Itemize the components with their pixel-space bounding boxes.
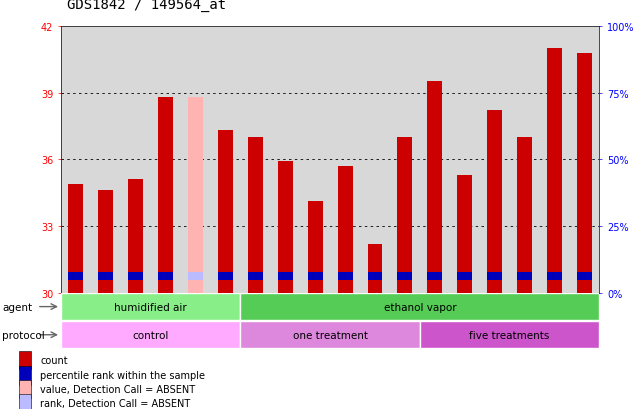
Bar [577,53,592,293]
Bar [547,272,562,280]
Text: humidified air: humidified air [114,302,187,312]
Bar [457,272,472,280]
Bar [278,272,293,280]
Bar [308,272,322,280]
Bar [69,272,83,280]
Text: five treatments: five treatments [469,330,550,340]
Bar [397,272,412,280]
Bar [428,82,442,293]
Bar [98,191,113,293]
Text: ethanol vapor: ethanol vapor [383,302,456,312]
Text: protocol: protocol [2,330,45,340]
Bar [128,272,143,280]
Bar [577,272,592,280]
Bar [547,49,562,293]
Bar [188,272,203,280]
Text: count: count [40,355,68,365]
Text: one treatment: one treatment [292,330,368,340]
Bar [367,244,383,293]
Bar [278,162,293,293]
Bar [69,184,83,293]
Bar [248,272,263,280]
Bar [487,272,502,280]
Bar [19,394,31,412]
Bar [128,180,143,293]
Bar [517,272,532,280]
Bar [98,272,113,280]
Bar [487,111,502,293]
Bar [367,272,383,280]
Bar [158,272,173,280]
Bar [397,138,412,293]
Text: percentile rank within the sample: percentile rank within the sample [40,370,205,380]
Bar [61,293,240,320]
Bar [457,176,472,293]
Bar [19,351,31,370]
Bar [19,366,31,385]
Bar [158,98,173,293]
Bar [420,321,599,349]
Bar [308,202,322,293]
Bar [218,131,233,293]
Bar [517,138,532,293]
Text: GDS1842 / 149564_at: GDS1842 / 149564_at [67,0,226,12]
Text: agent: agent [2,302,32,312]
Bar [188,98,203,293]
Text: value, Detection Call = ABSENT: value, Detection Call = ABSENT [40,384,196,394]
Bar [240,293,599,320]
Bar [338,166,353,293]
Bar [19,380,31,399]
Bar [61,321,240,349]
Bar [248,138,263,293]
Bar [338,272,353,280]
Text: rank, Detection Call = ABSENT: rank, Detection Call = ABSENT [40,398,190,408]
Text: control: control [133,330,169,340]
Bar [428,272,442,280]
Bar [240,321,420,349]
Bar [218,272,233,280]
